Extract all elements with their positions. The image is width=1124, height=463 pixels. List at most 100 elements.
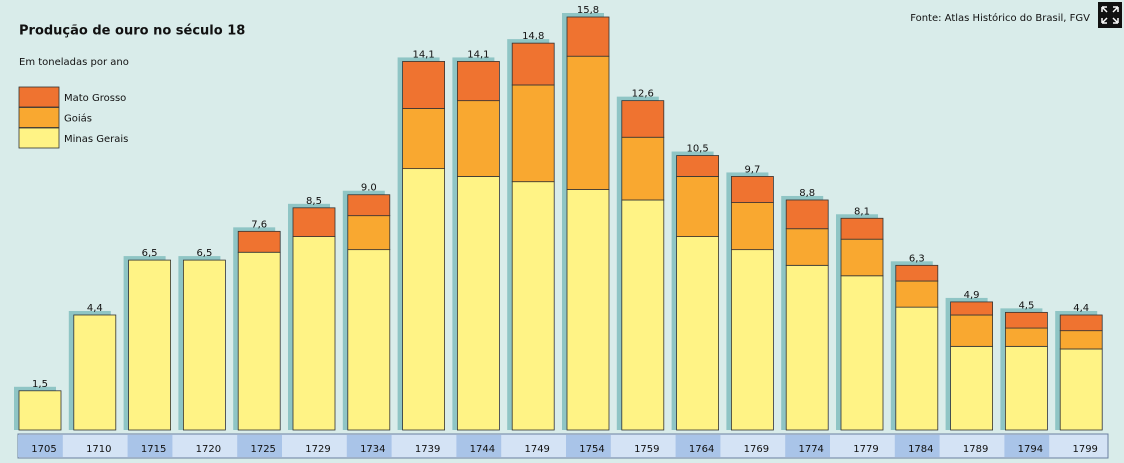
total-label: 6,3 xyxy=(909,253,925,264)
category-cell xyxy=(1059,435,1104,457)
bar-segment xyxy=(237,230,281,253)
bar-segment xyxy=(128,259,172,431)
bar-segment xyxy=(456,100,500,177)
bar-segment xyxy=(237,251,281,431)
total-label: 7,6 xyxy=(251,219,267,230)
bar-segment xyxy=(895,306,939,431)
category-cell xyxy=(182,435,228,457)
category-cell xyxy=(292,435,337,457)
x-tick-label: 1759 xyxy=(634,444,659,455)
total-label: 12,6 xyxy=(632,89,654,100)
total-label: 1,5 xyxy=(32,379,48,390)
bar-segment xyxy=(676,155,719,177)
bar-segment xyxy=(621,100,665,138)
category-cell xyxy=(511,435,556,457)
x-tick-label: 1725 xyxy=(250,444,275,455)
bar-segment xyxy=(950,301,993,316)
x-tick-label: 1774 xyxy=(798,444,823,455)
bar-segment xyxy=(731,202,774,251)
category-cell xyxy=(894,435,940,457)
bar-segment xyxy=(621,199,665,431)
category-cell xyxy=(785,435,830,457)
total-label: 15,8 xyxy=(577,5,599,16)
bar-segment xyxy=(1005,311,1048,329)
bar-segment xyxy=(895,264,939,282)
legend-swatch xyxy=(18,107,60,128)
category-cell xyxy=(72,435,118,457)
bar-segment xyxy=(182,259,226,431)
category-cell xyxy=(566,435,611,457)
category-cell xyxy=(127,435,173,457)
bar-segment xyxy=(621,136,665,201)
bar-segment xyxy=(292,236,336,431)
bar-segment xyxy=(1059,330,1103,350)
x-tick-label: 1734 xyxy=(360,444,385,455)
bar-segment xyxy=(785,228,829,266)
legend-swatch xyxy=(18,86,60,108)
total-label: 8,1 xyxy=(854,206,870,217)
bar-segment xyxy=(511,181,555,431)
total-label: 14,8 xyxy=(522,31,544,42)
total-label: 14,1 xyxy=(467,49,489,60)
x-tick-label: 1769 xyxy=(744,444,769,455)
bar-segment xyxy=(456,176,500,431)
chart-title: Produção de ouro no século 18 xyxy=(19,24,245,39)
total-label: 9.0 xyxy=(361,183,377,194)
bar-segment xyxy=(676,176,719,237)
fullscreen-bg[interactable] xyxy=(1098,2,1122,28)
x-tick-label: 1789 xyxy=(963,444,988,455)
bar-segment xyxy=(402,168,446,431)
bar-segment xyxy=(18,390,62,431)
fullscreen-icon[interactable] xyxy=(1101,6,1119,24)
bar-segment xyxy=(731,249,774,431)
total-label: 4,5 xyxy=(1018,300,1034,311)
bar-segment xyxy=(950,345,993,431)
total-label: 9,7 xyxy=(744,164,760,175)
legend-label: Mato Grosso xyxy=(64,93,126,104)
bar-segment xyxy=(840,275,884,431)
x-tick-label: 1779 xyxy=(853,444,878,455)
category-cell xyxy=(730,435,776,457)
bar-segment xyxy=(785,264,829,431)
bar-segment xyxy=(402,108,446,170)
x-tick-label: 1739 xyxy=(415,444,440,455)
bar-segment xyxy=(566,189,610,431)
bar-segment xyxy=(1005,345,1048,431)
x-tick-label: 1799 xyxy=(1072,444,1097,455)
x-tick-label: 1784 xyxy=(908,444,933,455)
axis-strip xyxy=(17,433,1109,459)
category-cell xyxy=(1004,435,1050,457)
bar-segment xyxy=(566,55,610,190)
bar-segment xyxy=(731,176,774,203)
bar-segment xyxy=(73,314,117,431)
bar-segment xyxy=(1059,314,1103,332)
legend-swatch xyxy=(18,127,60,149)
legend-label: Minas Gerais xyxy=(64,134,128,145)
bar-segment xyxy=(402,61,446,109)
x-tick-label: 1710 xyxy=(86,444,111,455)
bar-segment xyxy=(785,199,829,230)
category-cell xyxy=(346,435,392,457)
bar-segment xyxy=(676,236,719,431)
x-tick-label: 1754 xyxy=(579,444,604,455)
x-tick-label: 1764 xyxy=(689,444,714,455)
category-cell xyxy=(675,435,721,457)
total-label: 10,5 xyxy=(686,144,708,155)
total-label: 6,5 xyxy=(196,248,212,259)
bar-segment xyxy=(950,314,993,347)
x-tick-label: 1744 xyxy=(470,444,495,455)
bar-segment xyxy=(347,249,391,431)
chart-subtitle: Em toneladas por ano xyxy=(19,57,129,68)
category-cell xyxy=(18,435,63,457)
bar-segment xyxy=(895,280,939,308)
source: Fonte: Atlas Histórico do Brasil, FGV xyxy=(910,12,1090,24)
bar-segment xyxy=(511,42,555,86)
fullscreen-button[interactable] xyxy=(1098,2,1122,28)
bar-segment xyxy=(840,217,884,240)
total-label: 8,8 xyxy=(799,188,815,199)
category-cell xyxy=(620,435,666,457)
legend-label: Goiás xyxy=(64,113,92,125)
bar-segment xyxy=(566,16,610,57)
bar-segment xyxy=(840,238,884,277)
bar-segment xyxy=(456,61,500,102)
